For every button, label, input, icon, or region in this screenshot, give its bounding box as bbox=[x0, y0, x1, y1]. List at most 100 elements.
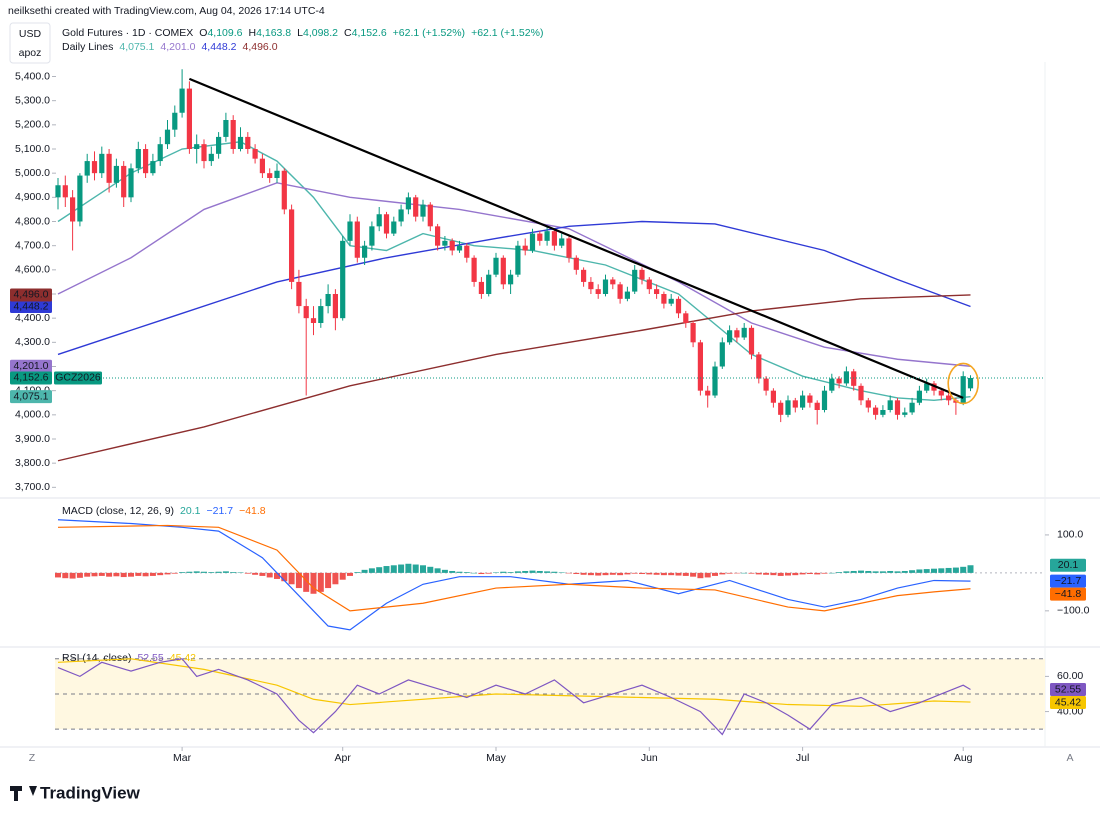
histogram-bar bbox=[208, 572, 215, 573]
candle-body bbox=[938, 390, 944, 396]
moving-average bbox=[57, 294, 971, 462]
quote-value: +62.1 (+1.52%) bbox=[393, 27, 465, 39]
histogram-bar bbox=[325, 572, 332, 589]
candle-body bbox=[515, 245, 521, 275]
candle-body bbox=[661, 294, 667, 304]
candle-body bbox=[588, 281, 594, 290]
histogram-bar bbox=[733, 572, 740, 574]
histogram-bar bbox=[887, 570, 894, 573]
histogram-bar bbox=[215, 571, 222, 573]
candle-body bbox=[843, 371, 849, 384]
histogram-bar bbox=[98, 572, 105, 576]
histogram-bar bbox=[339, 572, 346, 580]
quote-key: L bbox=[297, 27, 303, 39]
histogram-bar bbox=[368, 568, 375, 573]
candle-body bbox=[259, 158, 265, 174]
quote-key: O bbox=[199, 27, 207, 39]
histogram-bar bbox=[244, 572, 251, 574]
candle-body bbox=[237, 136, 244, 149]
candle-body bbox=[675, 298, 682, 314]
candle-body bbox=[252, 149, 258, 159]
candle-body bbox=[172, 112, 178, 130]
candle-body bbox=[281, 170, 287, 210]
histogram-bar bbox=[558, 572, 565, 573]
histogram-bar bbox=[726, 572, 733, 574]
histogram-bar bbox=[544, 571, 551, 573]
candle-body bbox=[909, 402, 915, 413]
histogram-bar bbox=[84, 572, 91, 577]
histogram-bar bbox=[580, 572, 587, 575]
histogram-bar bbox=[763, 572, 770, 575]
zoom-button[interactable]: Z bbox=[29, 752, 36, 764]
candle-body bbox=[405, 197, 411, 210]
candle-body bbox=[756, 354, 762, 379]
histogram-bar bbox=[799, 572, 806, 575]
rsi-line bbox=[57, 658, 971, 707]
candle-body bbox=[624, 291, 630, 299]
histogram-bar bbox=[295, 572, 302, 589]
y-tick-label: 3,800.0 bbox=[15, 457, 50, 469]
candle-body bbox=[500, 257, 506, 285]
histogram-bar bbox=[624, 572, 631, 575]
macd-tag-box bbox=[1050, 587, 1086, 601]
candle-body bbox=[216, 136, 222, 154]
histogram-bar bbox=[814, 572, 821, 575]
candle-body bbox=[420, 204, 426, 217]
rsi-tag-box bbox=[1050, 682, 1086, 696]
candle-body bbox=[537, 233, 543, 241]
histogram-bar bbox=[514, 571, 521, 573]
price-tag: 4,201.0 bbox=[13, 360, 48, 372]
histogram-bar bbox=[639, 572, 645, 575]
candle-body bbox=[646, 279, 652, 290]
candle-body bbox=[230, 120, 236, 149]
histogram-bar bbox=[128, 572, 134, 577]
candle-body bbox=[325, 294, 331, 307]
unit: apoz bbox=[19, 47, 42, 59]
currency-box[interactable] bbox=[9, 22, 51, 64]
quote-value: 4,109.6 bbox=[207, 27, 242, 39]
candle-body bbox=[880, 410, 886, 415]
trendline bbox=[188, 77, 964, 399]
histogram-bar bbox=[872, 571, 879, 573]
histogram-bar bbox=[62, 572, 69, 579]
candle-body bbox=[573, 257, 579, 270]
candle-body bbox=[581, 269, 587, 282]
candle-body bbox=[296, 281, 302, 307]
histogram-bar bbox=[770, 572, 777, 576]
candle-body bbox=[55, 185, 61, 198]
histogram-bar bbox=[390, 565, 397, 573]
histogram-bar bbox=[405, 563, 412, 573]
rsi-legend: RSI (14, close) 52.55 45.42 bbox=[62, 652, 196, 664]
macd-tag-box bbox=[1050, 558, 1086, 572]
candle-body bbox=[398, 209, 404, 222]
histogram-bar bbox=[478, 572, 485, 575]
rsi-line bbox=[57, 658, 971, 736]
price-tag: 4,448.2 bbox=[13, 300, 48, 312]
candle-body bbox=[70, 197, 76, 222]
candle-body bbox=[902, 412, 908, 415]
candle-body bbox=[413, 197, 419, 217]
line-value: 4,496.0 bbox=[243, 41, 278, 53]
histogram-bar bbox=[434, 568, 441, 573]
quote-value: 4,163.8 bbox=[256, 27, 291, 39]
histogram-bar bbox=[858, 570, 864, 573]
candle-body bbox=[164, 129, 171, 145]
candle-body bbox=[639, 269, 645, 280]
y-tick-label: 3,900.0 bbox=[15, 433, 50, 445]
candle-body bbox=[128, 168, 134, 198]
y-tick-label: 5,300.0 bbox=[15, 94, 50, 106]
x-tick-label: Jun bbox=[641, 752, 658, 764]
candle-body bbox=[106, 153, 112, 183]
auto-button[interactable]: A bbox=[1066, 752, 1073, 764]
candle-body bbox=[851, 371, 857, 386]
macd-tag-box bbox=[1050, 574, 1086, 588]
histogram-bar bbox=[938, 568, 945, 573]
y-tick-label: 4,300.0 bbox=[15, 336, 50, 348]
histogram-bar bbox=[682, 572, 689, 576]
histogram-bar bbox=[69, 572, 76, 579]
histogram-bar bbox=[960, 566, 967, 573]
quote-value: 4,098.2 bbox=[303, 27, 338, 39]
candle-body bbox=[369, 226, 375, 246]
candle-body bbox=[208, 153, 214, 162]
